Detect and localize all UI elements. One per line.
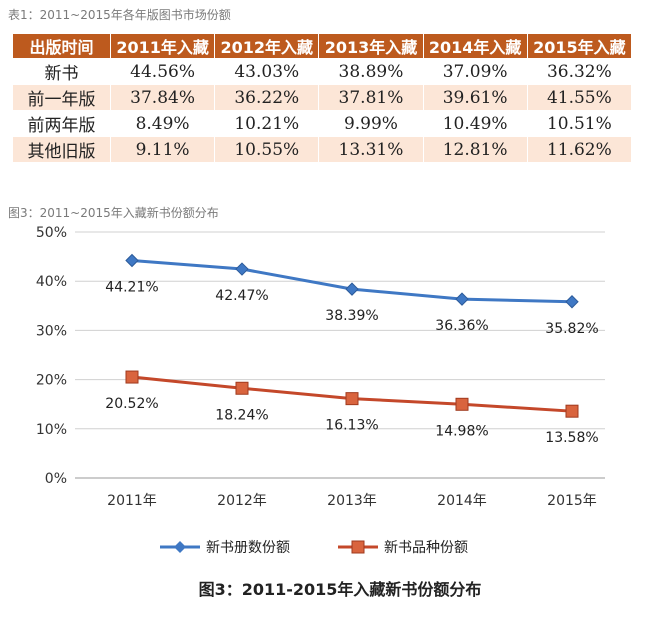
- legend-marker-square: [351, 540, 365, 554]
- legend: 新书册数份额 新书品种份额: [160, 540, 468, 556]
- data-point-square: [125, 370, 139, 384]
- table-cell: 37.84%: [109, 84, 216, 111]
- table-cell: 10.21%: [214, 110, 320, 137]
- table-cell: 9.99%: [318, 110, 424, 137]
- data-point-diamond: [235, 262, 249, 276]
- table-header-cell: 2015年入藏: [526, 33, 633, 59]
- y-tick-label: 50%: [36, 225, 67, 241]
- table-header-cell: 2013年入藏: [318, 33, 424, 59]
- data-point-square: [455, 397, 469, 411]
- row-label: 新书: [12, 58, 111, 85]
- data-point-diamond: [455, 292, 469, 306]
- x-tick-label: 2012年: [217, 493, 267, 509]
- data-point-square: [345, 392, 359, 406]
- legend-marker-diamond: [174, 541, 186, 553]
- table-cell: 41.55%: [526, 84, 633, 111]
- data-label: 35.82%: [545, 321, 598, 337]
- row-label: 其他旧版: [12, 136, 111, 163]
- data-label: 44.21%: [105, 279, 158, 295]
- data-label: 16.13%: [325, 418, 378, 434]
- gridlines: [75, 231, 605, 479]
- table-header-cell: 出版时间: [12, 33, 111, 59]
- x-tick-label: 2013年: [327, 493, 377, 509]
- table-cell: 44.56%: [109, 58, 216, 85]
- row-label: 前一年版: [12, 84, 111, 111]
- table-header-row: 出版时间 2011年入藏 2012年入藏 2013年入藏 2014年入藏 201…: [12, 33, 633, 59]
- x-tick-label: 2014年: [437, 493, 487, 509]
- y-tick-label: 20%: [36, 373, 67, 389]
- series-layer: [125, 253, 579, 418]
- table-row: 前两年版 8.49% 10.21% 9.99% 10.49% 10.51%: [12, 110, 633, 137]
- table-cell: 37.09%: [422, 58, 528, 85]
- table-header-cell: 2011年入藏: [109, 33, 216, 59]
- table-cell: 39.61%: [422, 84, 528, 111]
- table-cell: 36.22%: [214, 84, 320, 111]
- data-label: 14.98%: [435, 423, 488, 439]
- table-cell: 10.51%: [526, 110, 633, 137]
- y-tick-label: 40%: [36, 274, 67, 290]
- data-label: 13.58%: [545, 430, 598, 446]
- table-row: 前一年版 37.84% 36.22% 37.81% 39.61% 41.55%: [12, 84, 633, 111]
- table-row: 新书 44.56% 43.03% 38.89% 37.09% 36.32%: [12, 58, 633, 85]
- y-tick-label: 10%: [36, 422, 67, 438]
- market-share-table: 出版时间 2011年入藏 2012年入藏 2013年入藏 2014年入藏 201…: [12, 33, 633, 163]
- table-cell: 10.49%: [422, 110, 528, 137]
- table-cell: 36.32%: [526, 58, 633, 85]
- data-point-square: [235, 381, 249, 395]
- data-point-diamond: [565, 295, 579, 309]
- data-point-diamond: [125, 253, 139, 268]
- table-cell: 37.81%: [318, 84, 424, 111]
- row-label: 前两年版: [12, 110, 111, 137]
- y-tick-label: 30%: [36, 323, 67, 339]
- table-header-cell: 2012年入藏: [214, 33, 320, 59]
- table-caption: 表1：2011~2015年各年版图书市场份额: [8, 8, 231, 22]
- data-label: 18.24%: [215, 407, 268, 423]
- table-cell: 9.11%: [109, 136, 216, 163]
- table-row: 其他旧版 9.11% 10.55% 13.31% 12.81% 11.62%: [12, 136, 633, 163]
- legend-label: 新书品种份额: [384, 540, 468, 556]
- chart-caption: 图3：2011~2015年入藏新书份额分布: [8, 206, 219, 220]
- data-label: 36.36%: [435, 318, 488, 334]
- table-cell: 8.49%: [109, 110, 216, 137]
- data-labels: 44.21% 42.47% 38.39% 36.36% 35.82% 20.52% 18.2…: [105, 279, 598, 446]
- table-header-cell: 2014年入藏: [422, 33, 528, 59]
- x-tick-label: 2015年: [547, 493, 597, 509]
- axes: 0% 10% 20% 30% 40% 50% 2011年 2012年 2013年 2014年 201…: [36, 225, 597, 509]
- data-label: 20.52%: [105, 396, 158, 412]
- y-tick-label: 0%: [45, 471, 67, 487]
- table-cell: 43.03%: [214, 58, 320, 85]
- data-label: 38.39%: [325, 308, 378, 324]
- data-point-square: [565, 404, 579, 418]
- table-cell: 10.55%: [214, 136, 320, 163]
- table-cell: 13.31%: [318, 136, 424, 163]
- line-chart: 0% 10% 20% 30% 40% 50% 2011年 2012年 2013年 2014年 201…: [36, 225, 605, 599]
- x-tick-label: 2011年: [107, 493, 157, 509]
- data-label: 42.47%: [215, 288, 268, 304]
- legend-label: 新书册数份额: [206, 540, 290, 556]
- chart-title: 图3：2011-2015年入藏新书份额分布: [199, 580, 482, 599]
- table-cell: 12.81%: [422, 136, 528, 163]
- data-point-diamond: [345, 282, 359, 296]
- table-cell: 11.62%: [526, 136, 633, 163]
- table-cell: 38.89%: [318, 58, 424, 85]
